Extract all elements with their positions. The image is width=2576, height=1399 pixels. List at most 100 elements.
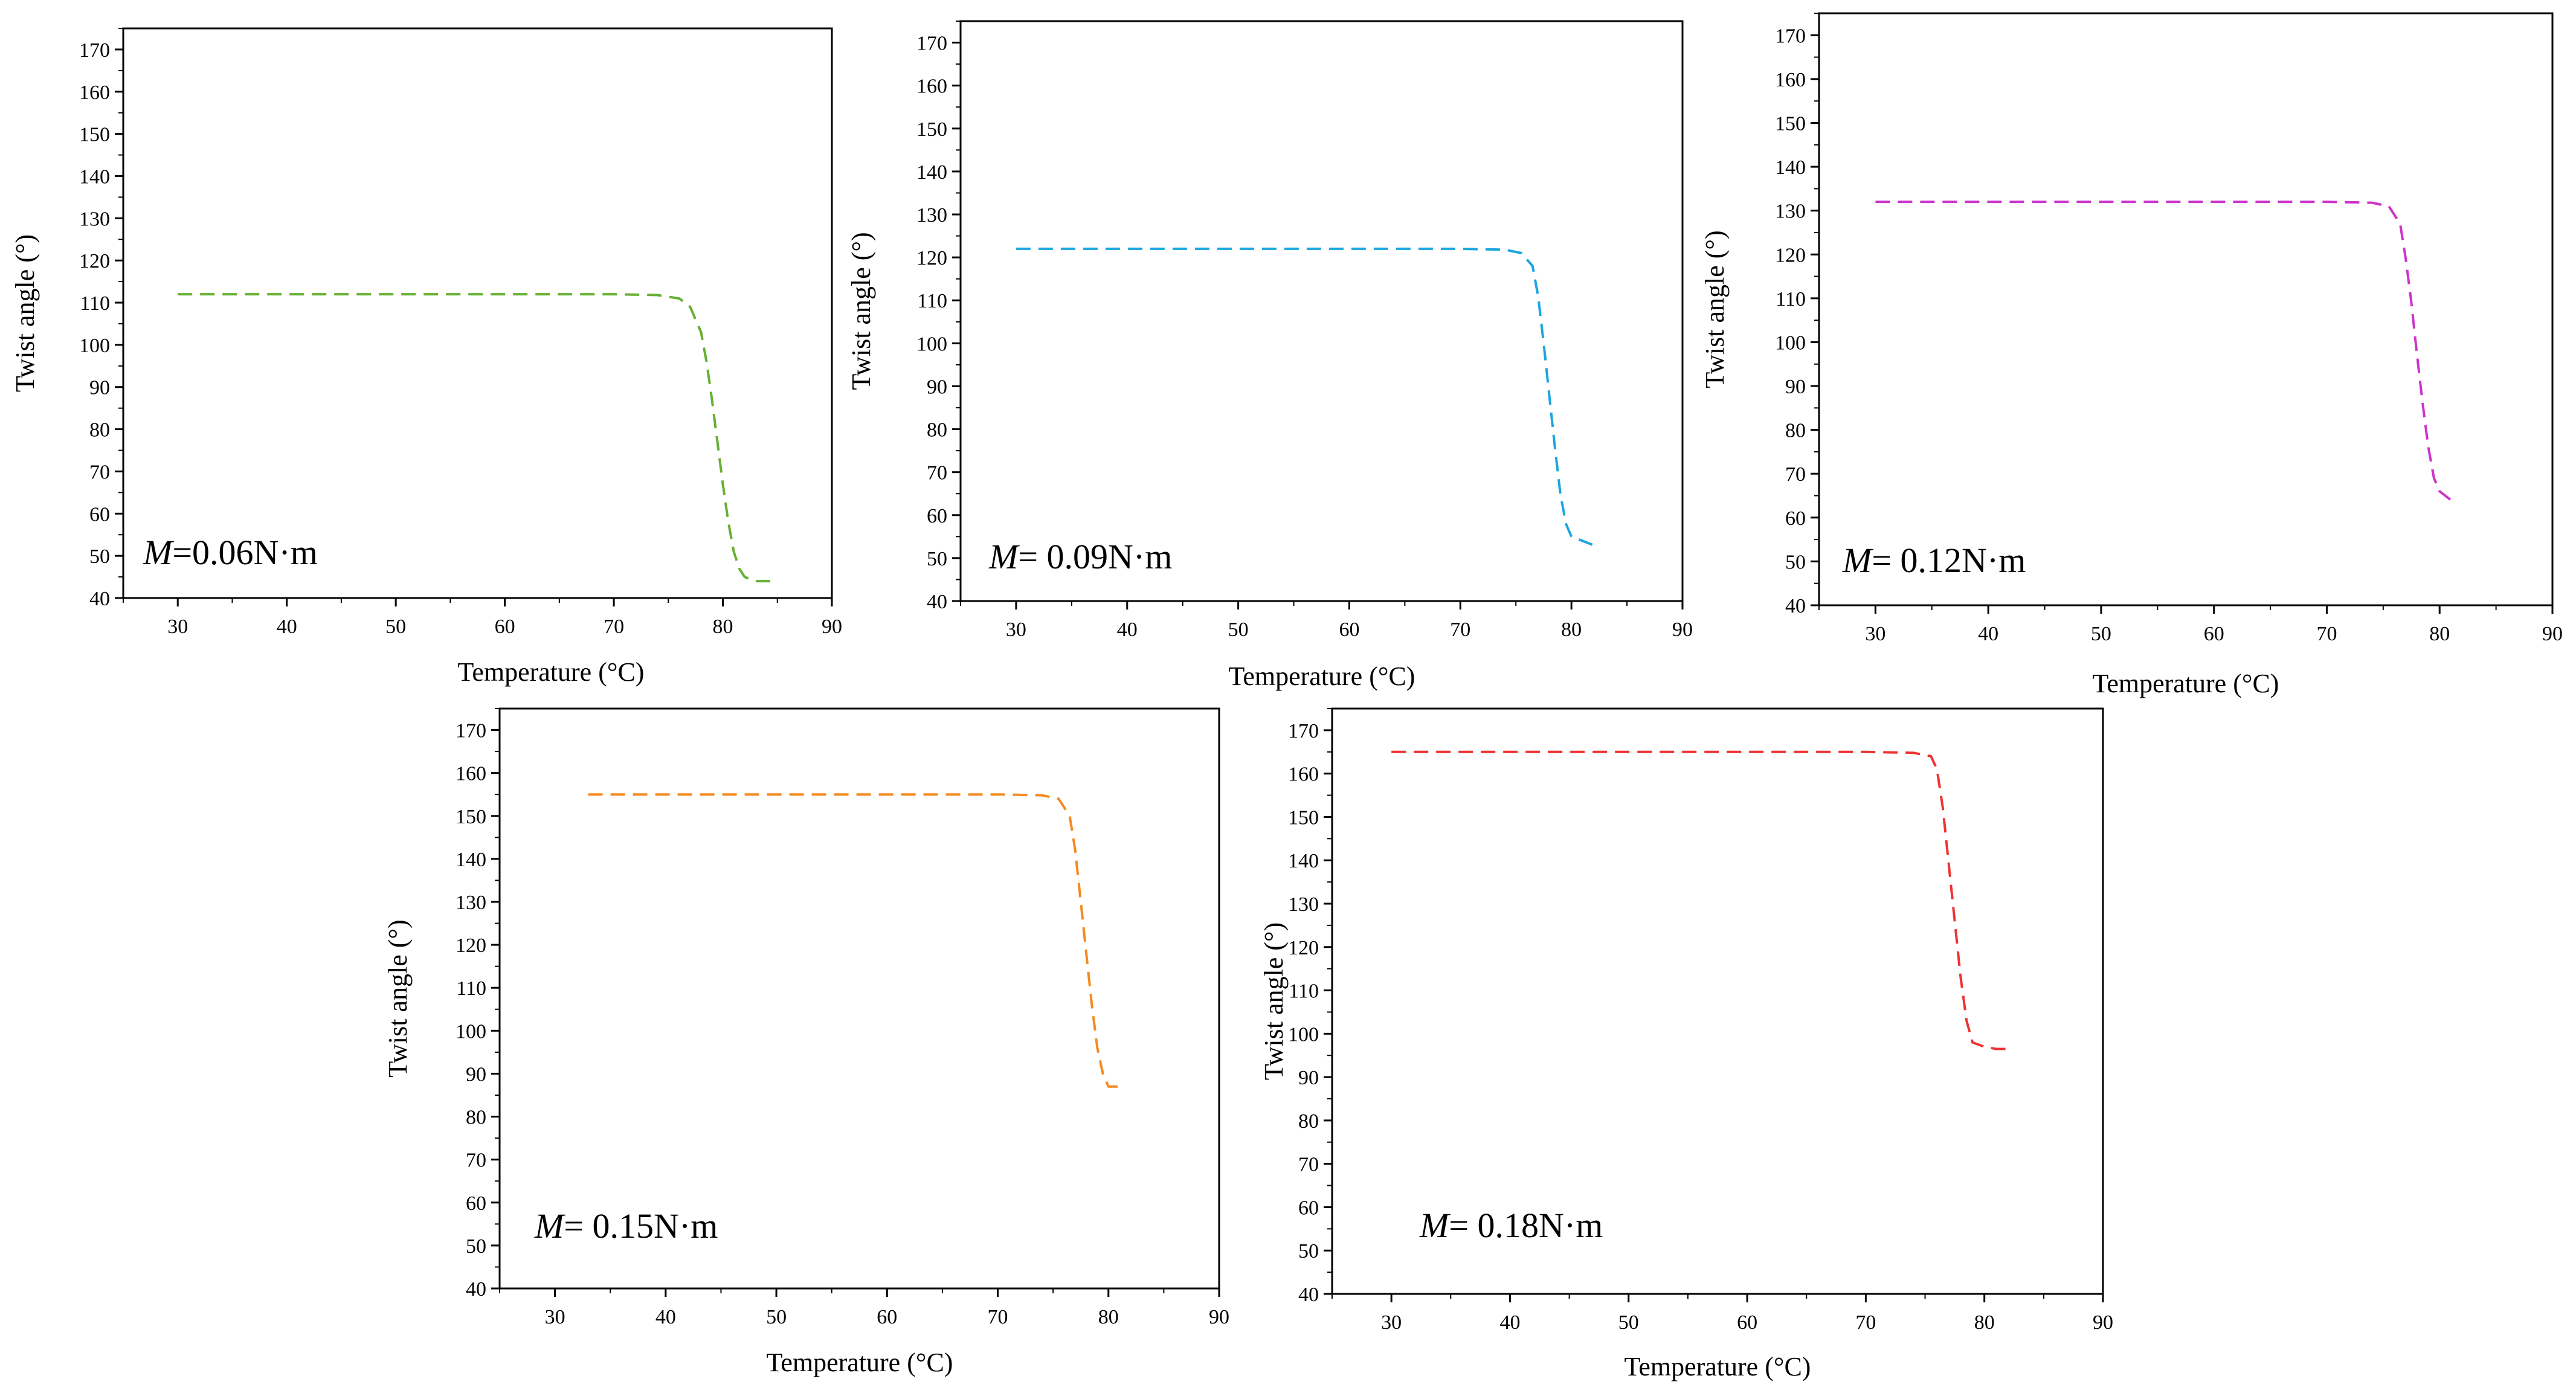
y-tick-label: 50 [1785, 551, 1806, 573]
x-axis-label: Temperature (°C) [1624, 1352, 1811, 1381]
annotation-symbol: M [534, 1206, 565, 1246]
y-tick-label: 50 [466, 1235, 486, 1258]
series-line [588, 793, 1120, 1088]
plot-frame [122, 27, 833, 599]
x-tick-label: 60 [1737, 1311, 1757, 1334]
y-tick-label: 90 [1298, 1067, 1319, 1089]
y-tick-label: 150 [456, 806, 486, 828]
y-tick-label: 120 [916, 247, 947, 269]
x-tick-label: 50 [1228, 619, 1249, 641]
y-tick-label: 100 [79, 335, 110, 357]
y-tick-label: 90 [466, 1063, 486, 1085]
annotation-symbol: M [1842, 541, 1873, 580]
y-tick-label: 40 [1785, 595, 1806, 617]
y-axis-label: Twist angle (°) [1700, 230, 1730, 388]
y-tick-label: 80 [927, 419, 947, 442]
y-tick-label: 110 [1776, 288, 1806, 310]
y-tick-label: 60 [1298, 1197, 1319, 1219]
y-tick-label: 140 [1775, 156, 1806, 179]
annotation-value: = 0.15N·m [564, 1206, 718, 1246]
annotation-value: =0.06N·m [172, 533, 318, 572]
x-tick-label: 50 [2091, 623, 2111, 645]
chart-panel-1: 30 40 50 60 70 80 90 40 50 60 70 80 90 100 110 120 130 14… [10, 27, 842, 687]
y-tick-label: 120 [1775, 244, 1806, 266]
y-tick-label: 70 [466, 1150, 486, 1172]
y-tick-label: 130 [456, 892, 486, 914]
y-tick-label: 70 [89, 461, 110, 483]
x-tick-label: 30 [1865, 623, 1885, 645]
y-tick-label: 90 [89, 377, 110, 399]
x-tick-label: 90 [1209, 1306, 1229, 1328]
torque-annotation: M= 0.18N·m [1419, 1206, 1603, 1245]
torque-annotation: M= 0.12N·m [1842, 541, 2026, 580]
plot-frame [1818, 12, 2554, 606]
chart-panel-2: 30 40 50 60 70 80 90 40 50 60 70 80 90 100 110 120 130 14… [846, 20, 1693, 691]
x-tick-label: 60 [495, 616, 515, 638]
y-tick-label: 40 [927, 591, 947, 613]
chart-panel-5: 30 40 50 60 70 80 90 40 50 60 70 80 90 100 110 120 130 14… [1259, 707, 2113, 1381]
y-tick-label: 110 [456, 977, 486, 1000]
x-tick-label: 50 [385, 616, 406, 638]
y-tick-label: 80 [1298, 1110, 1319, 1133]
y-tick-label: 60 [927, 505, 947, 527]
y-tick-label: 70 [1785, 463, 1806, 486]
torque-annotation: M= 0.15N·m [534, 1206, 718, 1246]
y-tick-label: 160 [1775, 69, 1806, 91]
y-tick-label: 110 [917, 290, 947, 312]
x-axis-label: Temperature (°C) [458, 657, 645, 687]
y-tick-label: 100 [456, 1020, 486, 1043]
x-tick-label: 40 [277, 616, 297, 638]
y-tick-label: 160 [79, 82, 110, 104]
plot-frame [498, 707, 1220, 1290]
x-tick-label: 60 [2204, 623, 2224, 645]
y-tick-label: 130 [916, 204, 947, 227]
x-tick-label: 90 [822, 616, 842, 638]
x-tick-label: 90 [2542, 623, 2563, 645]
y-tick-label: 160 [456, 763, 486, 785]
torque-annotation: M=0.06N·m [143, 533, 318, 572]
x-tick-label: 30 [1381, 1311, 1402, 1334]
y-tick-label: 110 [80, 292, 110, 315]
annotation-value: = 0.12N·m [1872, 541, 2026, 580]
y-tick-label: 150 [1775, 112, 1806, 135]
y-axis-label: Twist angle (°) [846, 232, 876, 390]
chart-panel-3: 30 40 50 60 70 80 90 40 50 60 70 80 90 100 110 120 130 14… [1700, 12, 2563, 698]
x-tick-label: 70 [988, 1306, 1008, 1328]
y-tick-label: 90 [1785, 376, 1806, 398]
x-tick-label: 50 [766, 1306, 787, 1328]
y-tick-label: 40 [466, 1278, 486, 1301]
y-tick-label: 80 [1785, 420, 1806, 442]
torque-annotation: M= 0.09N·m [988, 537, 1172, 576]
y-axis-label: Twist angle (°) [1259, 922, 1289, 1080]
x-tick-label: 80 [713, 616, 733, 638]
y-tick-label: 160 [1288, 764, 1319, 786]
y-tick-label: 170 [1775, 25, 1806, 47]
y-tick-label: 110 [1289, 980, 1319, 1003]
x-tick-label: 70 [1855, 1311, 1876, 1334]
series-line [178, 293, 778, 583]
x-tick-label: 80 [1561, 619, 1582, 641]
chart-panel-4: 30 40 50 60 70 80 90 40 50 60 70 80 90 100 110 120 130 14… [383, 707, 1229, 1377]
y-tick-label: 100 [1775, 332, 1806, 354]
series-line [1016, 247, 1594, 547]
y-tick-label: 120 [456, 934, 486, 957]
y-tick-label: 130 [1775, 201, 1806, 223]
y-tick-label: 170 [916, 33, 947, 55]
x-tick-label: 80 [1974, 1311, 1995, 1334]
y-tick-label: 50 [927, 548, 947, 570]
x-axis-label: Temperature (°C) [1229, 661, 1415, 691]
x-tick-label: 40 [1978, 623, 1998, 645]
y-tick-label: 140 [916, 161, 947, 184]
x-tick-label: 60 [877, 1306, 897, 1328]
y-tick-label: 60 [89, 503, 110, 526]
y-tick-label: 170 [79, 39, 110, 62]
y-tick-label: 80 [89, 419, 110, 442]
y-tick-label: 50 [89, 545, 110, 568]
series-line [1875, 201, 2457, 504]
x-tick-label: 40 [1117, 619, 1138, 641]
x-axis-label: Temperature (°C) [767, 1348, 953, 1377]
y-tick-label: 120 [1288, 937, 1319, 959]
y-tick-label: 170 [456, 720, 486, 742]
y-tick-label: 130 [79, 208, 110, 230]
